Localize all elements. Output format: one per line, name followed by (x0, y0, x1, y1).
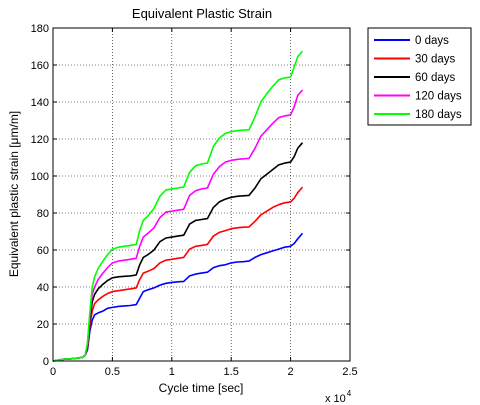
y-axis-label-mu: μ (7, 137, 21, 144)
chart-title: Equivalent Plastic Strain (132, 6, 272, 21)
y-axis-label-main: Equivalent plastic strain [ (7, 144, 21, 277)
x-tick-label: 1.5 (224, 366, 239, 378)
x-tick-label: 2 (288, 366, 294, 378)
x-axis-multiplier-exponent: 4 (347, 389, 352, 398)
plot-frame (52, 27, 351, 362)
x-tick-label: 2.5 (342, 366, 357, 378)
y-tick-label: 160 (31, 60, 49, 72)
legend-label-60-days: 60 days (415, 72, 456, 84)
legend-label-0-days: 0 days (415, 35, 449, 47)
y-tick-label: 120 (31, 134, 49, 146)
x-tick-label: 0.5 (105, 366, 120, 378)
legend-label-30-days: 30 days (415, 54, 456, 66)
y-tick-label: 80 (37, 208, 49, 220)
y-tick-label: 100 (31, 171, 49, 183)
y-tick-label: 40 (37, 282, 49, 294)
y-axis-label: Equivalent plastic strain [μm/m] (7, 111, 21, 277)
y-tick-label: 180 (31, 23, 49, 35)
data-series (52, 50, 304, 362)
series-line-180-days (52, 50, 304, 362)
plot-area (53, 28, 350, 361)
y-tick-label: 20 (37, 319, 49, 331)
legend: 0 days 30 days 60 days 120 days 180 days (367, 27, 472, 126)
y-tick-label: 60 (37, 245, 49, 257)
y-tick-label: 140 (31, 97, 49, 109)
legend-label-180-days: 180 days (415, 109, 462, 121)
y-axis-label-unit: m/m] (7, 111, 21, 138)
x-axis-multiplier-base: x 10 (325, 393, 346, 405)
y-tick-label: 0 (43, 356, 49, 368)
x-axis-multiplier: x 104 (325, 389, 352, 405)
axis-ticks: 0 0.5 1 1.5 2 2.5 0 20 40 60 80 100 120 140 160 180 (31, 23, 358, 378)
legend-label-120-days: 120 days (415, 91, 462, 103)
x-tick-label: 1 (169, 366, 175, 378)
x-tick-label: 0 (50, 366, 56, 378)
x-axis-label: Cycle time [sec] (159, 381, 244, 395)
